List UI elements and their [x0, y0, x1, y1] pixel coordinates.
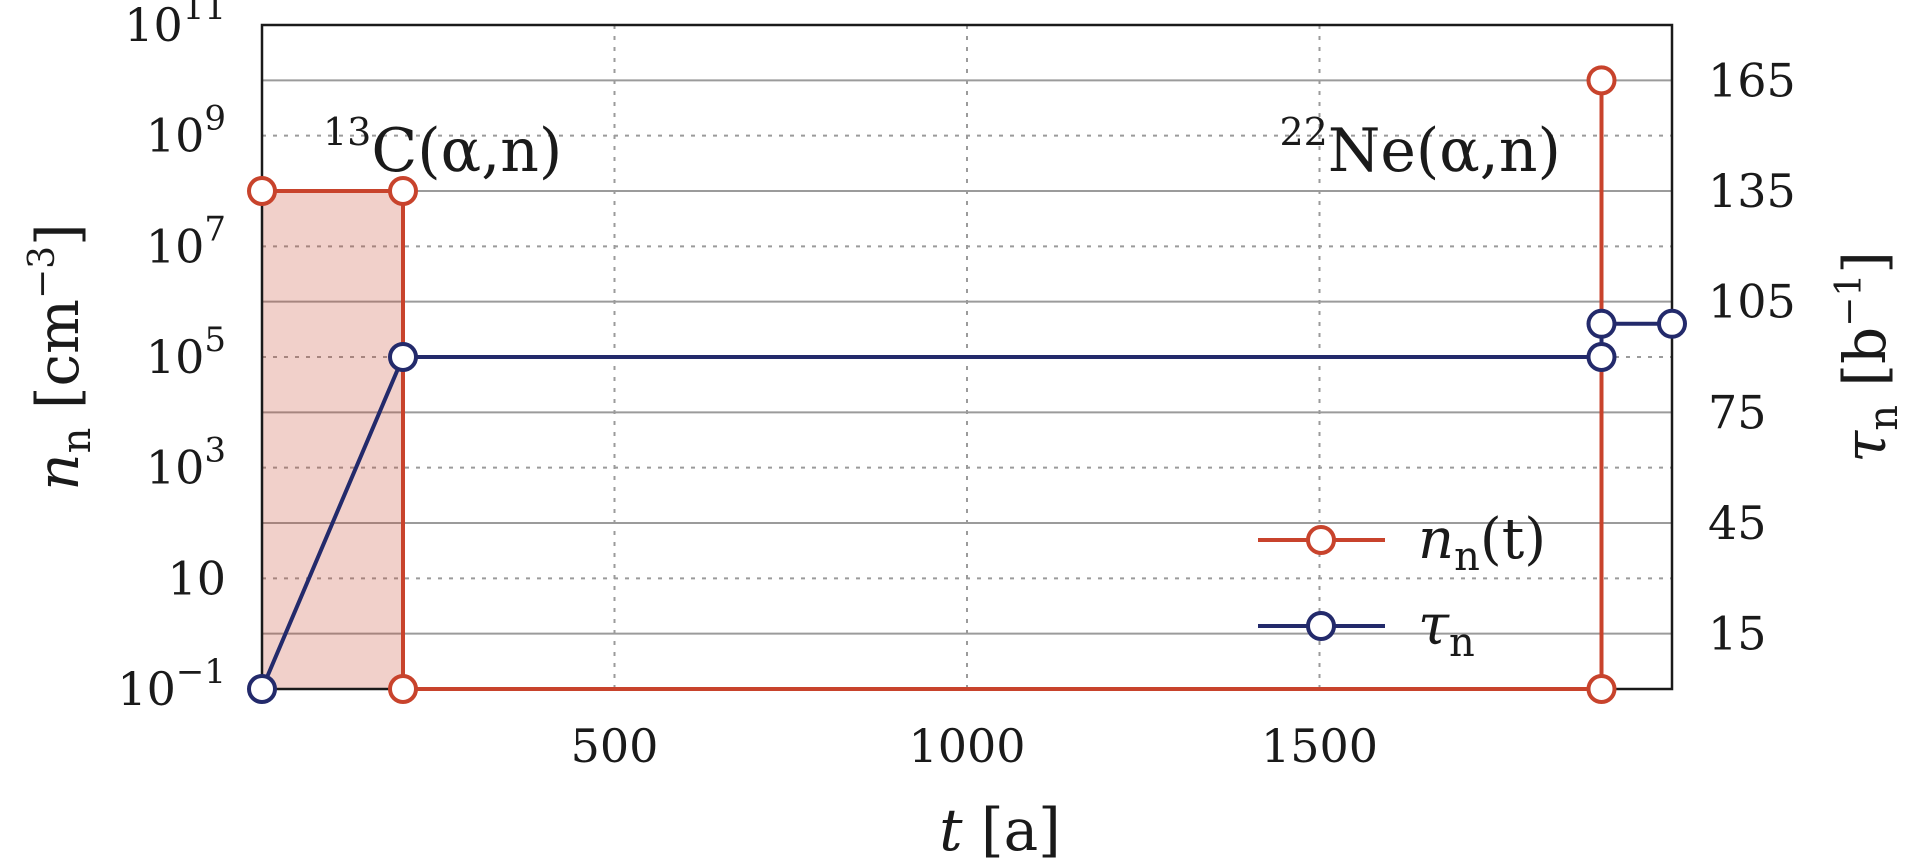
y-right-tick-label-165: 165: [1708, 53, 1796, 107]
data-point-nn-0: [247, 176, 277, 206]
x-axis-title: t [a]: [939, 796, 1061, 864]
data-point-nn-1: [388, 176, 418, 206]
y-axis-right-title: τn [b−1]: [1829, 251, 1907, 463]
legend: nn(t) τn: [1258, 507, 1546, 666]
x-tick-label-1000: 1000: [908, 719, 1025, 773]
legend-marker-tau: [1306, 611, 1336, 641]
y-right-tick-label-135: 135: [1708, 164, 1796, 218]
y-right-tick-label-45: 45: [1708, 496, 1767, 550]
legend-label-nn: nn(t): [1418, 507, 1546, 580]
data-point-tau-3: [1586, 308, 1617, 339]
y-left-tick-label-exp-7: 107: [146, 209, 226, 273]
series-layer: [247, 65, 1687, 704]
data-point-tau-4: [1657, 308, 1687, 339]
annotations: 13C(α,n) 22Ne(α,n): [323, 110, 1561, 186]
legend-marker-nn: [1306, 525, 1336, 555]
data-point-tau-1: [388, 342, 418, 372]
annotation-c13: 13C(α,n): [323, 110, 562, 186]
y-axis-left-title: nn [cm−3]: [22, 223, 100, 490]
data-point-nn-3: [1586, 674, 1617, 704]
shaded-region: [262, 191, 403, 689]
data-point-tau-0: [247, 674, 277, 704]
annotation-ne22: 22Ne(α,n): [1280, 110, 1561, 186]
legend-label-tau: τn: [1418, 593, 1475, 666]
y-left-tick-label-exp--1: 10−1: [117, 652, 226, 716]
y-left-tick-label-exp-1: 10: [167, 551, 226, 605]
data-point-tau-2: [1586, 342, 1617, 372]
grid-lines: [262, 25, 1672, 689]
x-tick-label-1500: 1500: [1261, 719, 1378, 773]
y-left-tick-label-exp-11: 1011: [124, 0, 226, 52]
y-left-tick-label-exp-3: 103: [146, 431, 226, 495]
y-right-tick-label-15: 15: [1708, 607, 1767, 661]
data-point-nn-2: [388, 674, 418, 704]
shaded-region-layer: [262, 191, 403, 689]
data-point-nn-4: [1586, 65, 1617, 96]
tick-labels: 500 1000 1500 1011 109 107 105 103 10 10−1 165 135 1…: [117, 0, 1795, 773]
y-left-tick-label-exp-5: 105: [146, 320, 226, 384]
y-left-tick-label-exp-9: 109: [146, 99, 226, 163]
y-right-tick-label-75: 75: [1708, 385, 1767, 439]
y-right-tick-label-105: 105: [1708, 275, 1796, 329]
x-tick-label-500: 500: [571, 719, 659, 773]
